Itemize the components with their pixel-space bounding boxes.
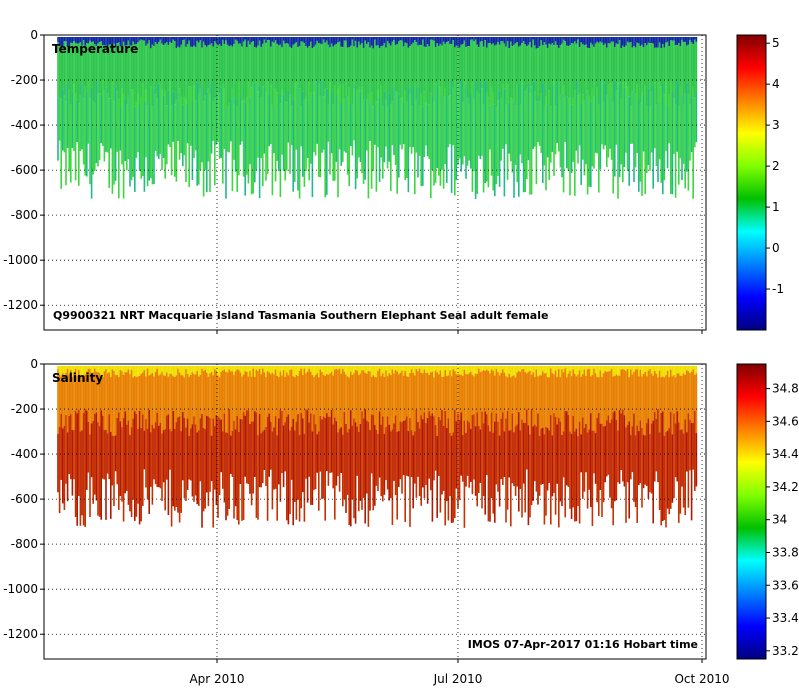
colorbar-tick-label: 4 [772, 77, 780, 91]
temperature-caption: Q9900321 NRT Macquarie Island Tasmania S… [53, 309, 548, 322]
y-tick-label: -600 [11, 492, 38, 506]
y-tick-label: -1200 [3, 298, 38, 312]
salinity-panel: 0 -200 -400 -600 -800 -1000 -1200 Apr 2010 Jul … [3, 357, 799, 686]
colorbar-tick-label: 33.2 [772, 644, 799, 658]
colorbar-tick-label: 33.6 [772, 578, 799, 592]
y-tick-label: -1000 [3, 253, 38, 267]
y-tick-label: -800 [11, 537, 38, 551]
colorbar-tick-label: 34.4 [772, 447, 799, 461]
colorbar-tick-label: 33.4 [772, 611, 799, 625]
colorbar-tick-label: 34.8 [772, 382, 799, 396]
y-tick-label: -400 [11, 447, 38, 461]
colorbar-tick-label: 3 [772, 118, 780, 132]
colorbar-tick-label: 33.8 [772, 545, 799, 559]
salinity-panel-label: Salinity [52, 371, 103, 385]
salinity-profiles [57, 366, 698, 528]
salinity-colorbar: 34.8 34.6 34.4 34.2 34 33.8 33.6 33.4 33.2 [736, 363, 799, 660]
colorbar-tick-label: 34.6 [772, 414, 799, 428]
salinity-colorbar-gradient [736, 363, 767, 660]
colorbar-tick-label: 34 [772, 513, 787, 527]
colorbar-tick-label: 2 [772, 159, 780, 173]
temperature-panel: 0-200-400-600-800-1000-1200 Temperature … [3, 28, 784, 334]
salinity-caption: IMOS 07-Apr-2017 01:16 Hobart time [468, 638, 698, 651]
salinity-axes-frame [43, 363, 707, 660]
colorbar-tick-label: 5 [772, 36, 780, 50]
y-tick-label: 0 [30, 28, 38, 42]
temperature-y-ticks: 0 -200 -400 -600 -800 -1000 -1200 [3, 28, 44, 312]
salinity-plot-area [57, 366, 698, 528]
temperature-profiles [57, 37, 698, 199]
y-tick-label: -1200 [3, 627, 38, 641]
temperature-colorbar: 5 4 3 2 1 0 -1 [736, 34, 784, 331]
y-tick-label: -1000 [3, 582, 38, 596]
salinity-y-ticks: 0 -200 -400 -600 -800 -1000 -1200 [3, 357, 44, 641]
salinity-colorbar-ticks: 34.8 34.6 34.4 34.2 34 33.8 33.6 33.4 33.2 [766, 382, 799, 658]
salinity-x-ticks: Apr 2010 Jul 2010 Oct 2010 [189, 659, 730, 686]
y-tick-label: -400 [11, 118, 38, 132]
temperature-plot-area [57, 37, 698, 199]
y-tick-label: -200 [11, 73, 38, 87]
y-tick-label: -600 [11, 163, 38, 177]
colorbar-tick-label: 34.2 [772, 480, 799, 494]
y-tick-label: -200 [11, 402, 38, 416]
y-tick-label: -800 [11, 208, 38, 222]
temperature-panel-label: Temperature [52, 42, 138, 56]
x-tick-label: Jul 2010 [433, 672, 483, 686]
temperature-axes-frame [43, 34, 707, 331]
temperature-colorbar-ticks: 5 4 3 2 1 0 -1 [766, 36, 784, 296]
x-tick-label: Apr 2010 [189, 672, 244, 686]
colorbar-tick-label: 0 [772, 241, 780, 255]
colorbar-tick-label: -1 [772, 282, 784, 296]
temperature-colorbar-gradient [736, 34, 767, 331]
temperature-x-ticks [216, 330, 703, 334]
x-tick-label: Oct 2010 [674, 672, 729, 686]
y-tick-label: 0 [30, 357, 38, 371]
colorbar-tick-label: 1 [772, 200, 780, 214]
